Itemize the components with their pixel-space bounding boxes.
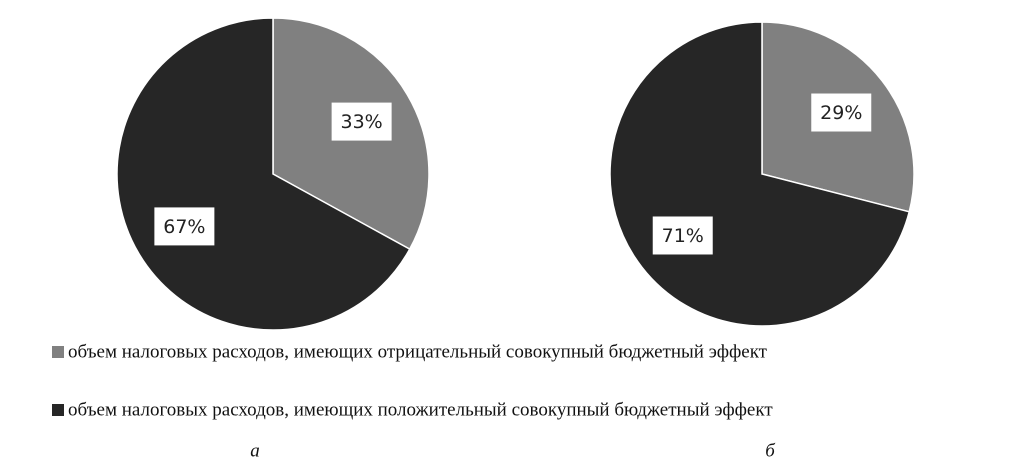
label-box <box>154 207 215 246</box>
legend-label: объем налоговых расходов, имеющих отрица… <box>68 341 768 362</box>
legend-swatch <box>52 346 64 358</box>
data-label: 33% <box>341 111 383 133</box>
legend-swatch <box>52 404 64 416</box>
data-label: 71% <box>662 225 704 247</box>
label-box <box>652 216 713 255</box>
data-label: 29% <box>820 102 862 124</box>
legend-label: объем налоговых расходов, имеющих положи… <box>68 399 773 420</box>
caption: б <box>765 440 776 461</box>
pie-slice <box>116 17 411 331</box>
caption: а <box>250 440 260 461</box>
label-box <box>331 102 392 141</box>
data-label: 67% <box>163 216 205 238</box>
label-box <box>811 93 872 132</box>
